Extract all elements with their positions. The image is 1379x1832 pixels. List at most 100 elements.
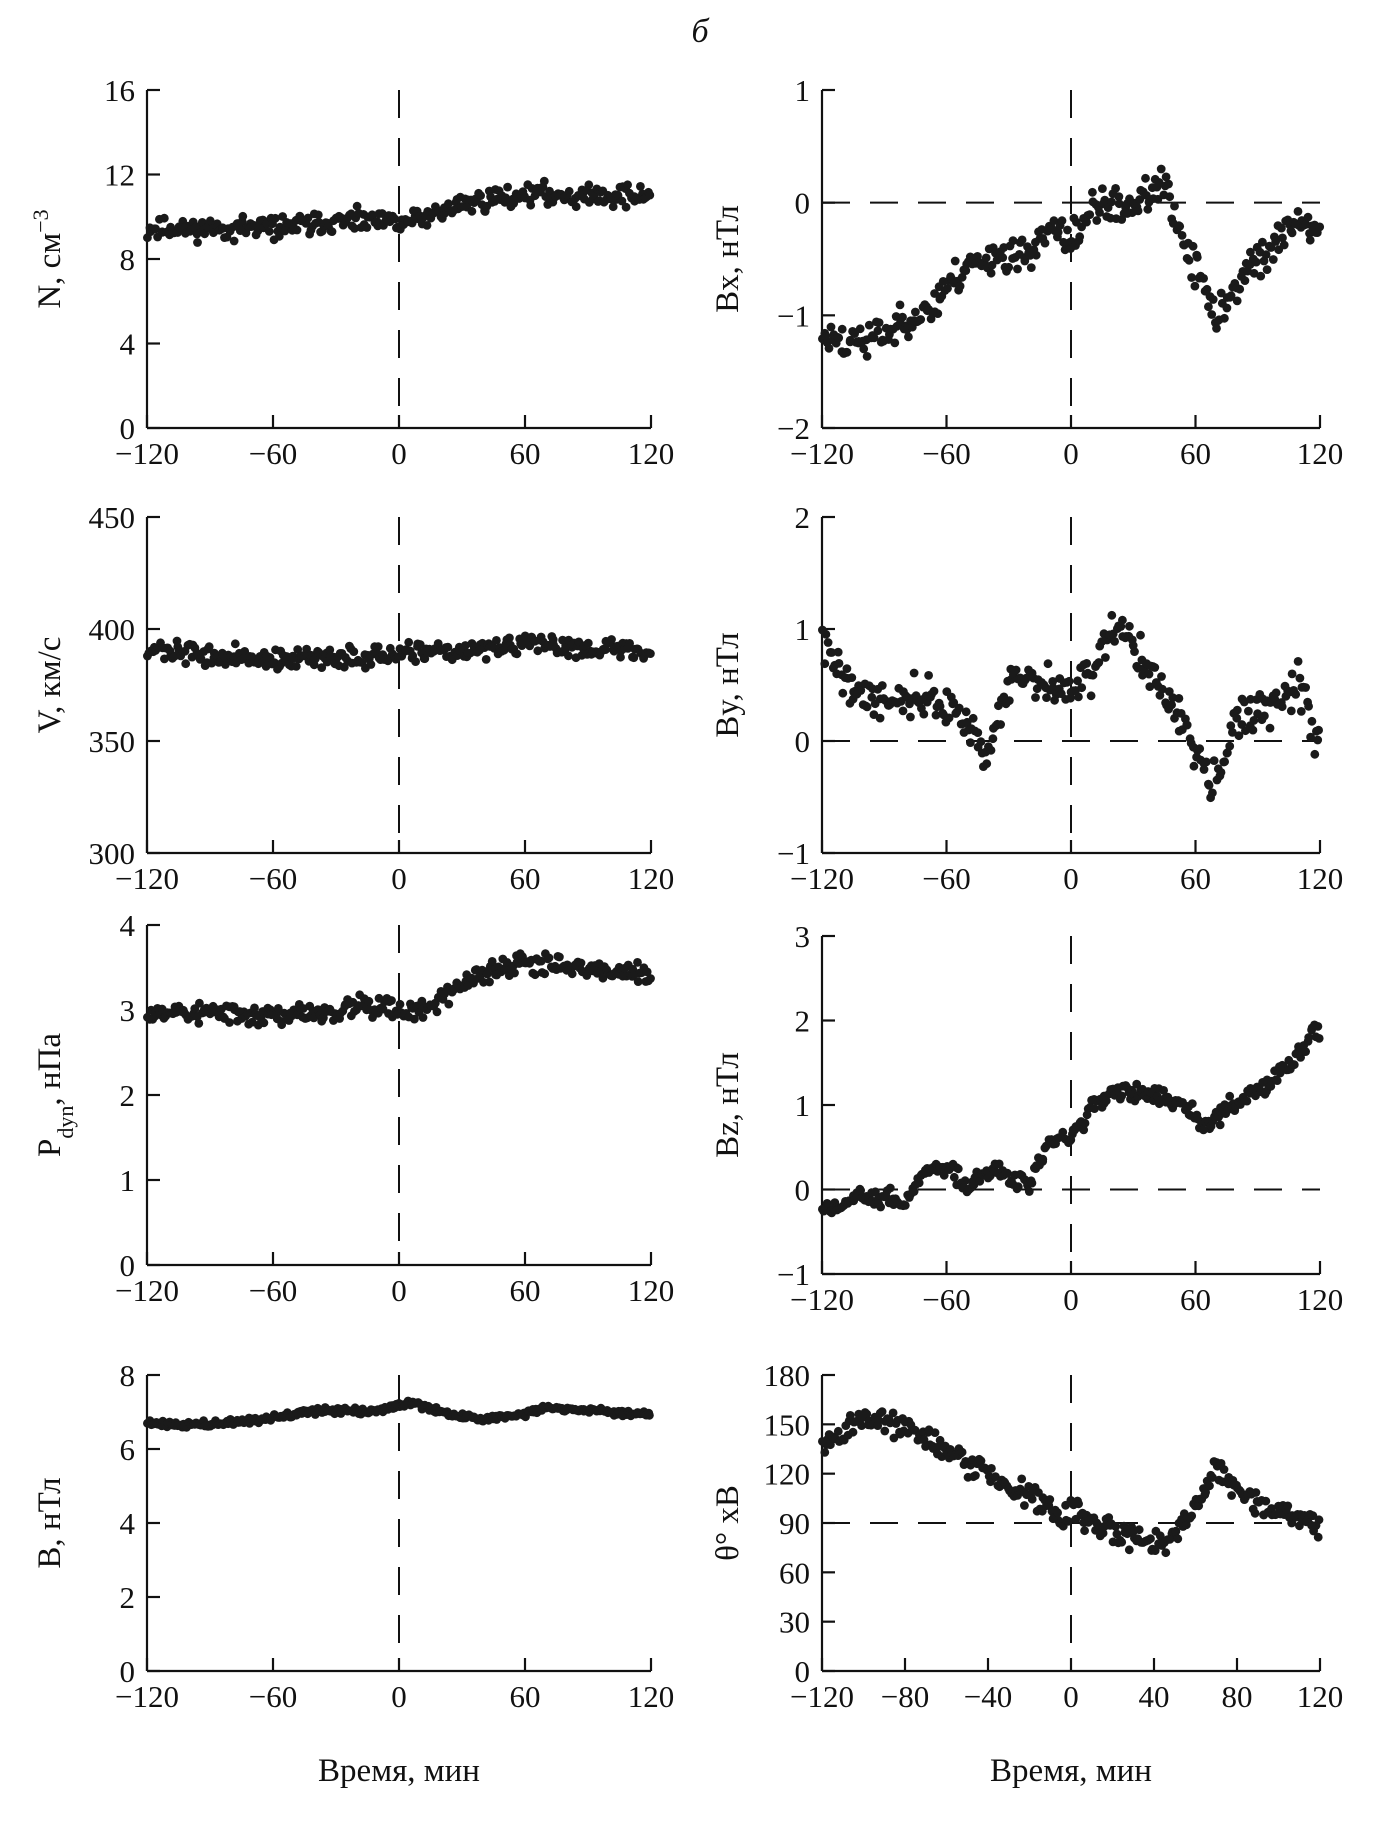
data-point — [633, 977, 643, 986]
data-point — [564, 186, 574, 196]
y-tick-label: 2 — [120, 1078, 136, 1113]
data-point — [935, 701, 945, 711]
data-point — [1208, 788, 1217, 798]
data-point — [898, 706, 908, 716]
data-point — [1291, 690, 1301, 699]
x-tick-label: 0 — [391, 861, 407, 896]
x-tick-label: 0 — [1063, 1282, 1079, 1317]
y-tick-label: 2 — [795, 500, 811, 535]
y-tick-label: 0 — [120, 411, 136, 446]
data-point — [1271, 237, 1281, 246]
data-point — [1156, 164, 1166, 174]
data-point — [1017, 1474, 1027, 1484]
data-point — [292, 225, 302, 235]
x-tick-label: 60 — [1180, 1282, 1211, 1317]
data-point — [1223, 748, 1232, 758]
data-point — [1053, 227, 1063, 237]
data-point — [1138, 670, 1147, 680]
data-point — [1011, 665, 1021, 675]
data-point — [1157, 684, 1167, 694]
data-point — [982, 759, 992, 769]
data-point — [1212, 324, 1221, 333]
data-point — [1085, 210, 1095, 220]
data-point — [1287, 228, 1297, 238]
data-point — [1293, 207, 1303, 216]
data-point — [373, 642, 383, 651]
data-point — [862, 352, 872, 361]
data-point — [510, 968, 519, 978]
data-point — [1167, 700, 1176, 710]
data-point — [1145, 682, 1155, 691]
data-point — [1146, 1534, 1155, 1544]
data-point — [1101, 653, 1110, 662]
data-point — [1107, 197, 1116, 207]
data-point — [1114, 192, 1124, 202]
y-tick-label: 90 — [779, 1506, 810, 1541]
data-point — [895, 300, 905, 310]
y-tick-label: 16 — [104, 73, 135, 108]
data-point — [1216, 768, 1226, 777]
data-point — [976, 1456, 986, 1466]
panel-theta: 0 30 60 90 120 150 180 −120 −80 −40 0 40 80 120 θ° xB В… — [710, 1358, 1343, 1789]
y-tick-label: 1 — [120, 1163, 136, 1198]
y-tick-label: 400 — [89, 612, 136, 647]
x-axis-title: Время, мин — [318, 1753, 480, 1789]
panel-B: 0 2 4 6 8 −120 −60 0 60 120 B, нТл Время, мин — [32, 1358, 674, 1789]
data-point — [1093, 1520, 1103, 1530]
data-point — [1219, 1465, 1229, 1474]
data-point — [1204, 302, 1213, 312]
data-point — [225, 1018, 234, 1027]
data-point — [1165, 192, 1175, 202]
y-axis-title: By, нТл — [710, 632, 746, 738]
data-point — [1082, 217, 1091, 227]
data-point — [838, 688, 848, 698]
data-point — [976, 737, 986, 747]
data-point — [847, 673, 857, 682]
data-point — [1002, 1168, 1012, 1178]
data-point — [1248, 725, 1258, 735]
data-point — [943, 284, 952, 293]
data-point — [485, 977, 494, 987]
data-point — [1064, 676, 1074, 686]
data-point — [1177, 231, 1187, 240]
y-axis-title-sup: −3 — [28, 209, 53, 232]
x-tick-label: 80 — [1222, 1679, 1253, 1714]
data-point — [1242, 1096, 1252, 1106]
x-tick-label: 120 — [628, 436, 675, 471]
data-point — [919, 709, 929, 719]
x-tick-label: 0 — [1063, 861, 1079, 896]
data-point — [364, 996, 374, 1006]
data-point — [617, 196, 627, 206]
x-tick-label: −120 — [115, 436, 179, 471]
data-point — [1296, 707, 1306, 716]
data-point — [1246, 694, 1255, 704]
data-point — [1314, 725, 1323, 735]
data-point — [845, 1411, 855, 1420]
data-point — [906, 712, 915, 722]
data-point — [1038, 1154, 1048, 1164]
data-point — [1027, 1178, 1037, 1188]
data-point — [880, 1426, 890, 1436]
data-point — [961, 266, 971, 275]
y-tick-label: 120 — [764, 1457, 811, 1492]
data-point — [1125, 621, 1134, 631]
data-point — [1114, 199, 1124, 209]
data-point — [1268, 255, 1278, 264]
data-point — [433, 639, 443, 648]
data-point — [601, 645, 610, 654]
data-point — [362, 223, 372, 232]
y-tick-label: 300 — [89, 836, 136, 871]
data-point — [957, 272, 967, 282]
data-point — [646, 974, 655, 983]
data-point — [564, 651, 573, 661]
data-point — [1133, 206, 1143, 216]
data-point — [1271, 688, 1281, 698]
y-tick-label: −1 — [777, 836, 810, 871]
data-point — [1232, 713, 1242, 723]
data-point — [833, 1426, 843, 1436]
x-tick-label: −40 — [964, 1679, 1012, 1714]
data-point — [1049, 216, 1059, 226]
data-point — [1256, 271, 1266, 281]
data-point — [1048, 677, 1058, 686]
data-point — [230, 639, 240, 649]
